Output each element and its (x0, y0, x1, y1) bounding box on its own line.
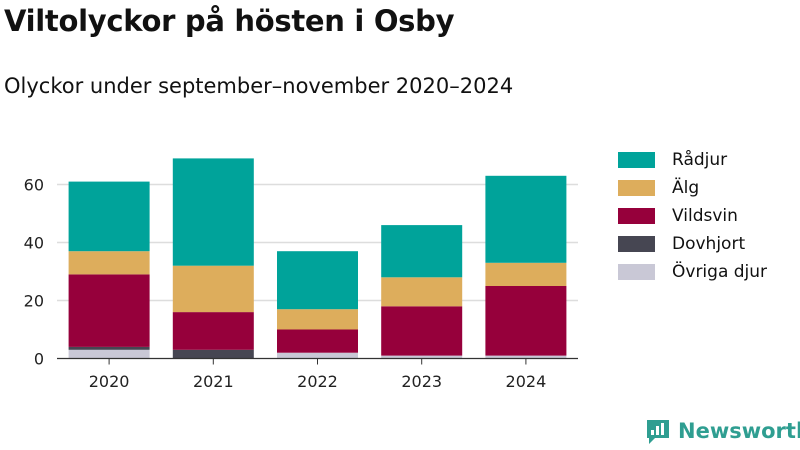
chart-legend: Rådjur Älg Vildsvin Dovhjort Övriga djur (618, 146, 767, 286)
y-tick-label: 20 (24, 292, 44, 311)
legend-label: Övriga djur (672, 262, 768, 282)
bar-segment (381, 355, 463, 359)
legend-swatch (618, 152, 655, 168)
bar-segment (277, 352, 358, 359)
bar-segment (381, 225, 463, 278)
bar-segment (381, 306, 463, 356)
y-tick-label: 40 (24, 234, 44, 253)
legend-swatch (618, 180, 655, 196)
bar-segment (485, 286, 567, 356)
y-tick-label: 60 (24, 176, 44, 195)
brand-logo: Newsworthy (645, 418, 800, 446)
x-tick-label: 2022 (297, 372, 338, 391)
bar-segment (485, 175, 567, 263)
legend-label: Rådjur (672, 150, 728, 170)
bar-segment (68, 251, 150, 275)
chart-title: Viltolyckor på hösten i Osby (4, 4, 455, 38)
bar-segment (68, 181, 150, 252)
bar-segment (172, 312, 254, 350)
legend-swatch (618, 236, 655, 252)
brand-name: Newsworthy (678, 418, 800, 443)
legend-item: Rådjur (618, 146, 767, 174)
bar-segment (485, 262, 567, 286)
legend-item: Älg (618, 174, 767, 202)
legend-label: Älg (672, 178, 700, 198)
legend-item: Dovhjort (618, 230, 767, 258)
y-tick-label: 0 (34, 350, 44, 369)
x-tick-label: 2024 (506, 372, 547, 391)
legend-item: Vildsvin (618, 202, 767, 230)
legend-label: Dovhjort (672, 234, 746, 254)
bar-segment (485, 355, 567, 359)
x-tick-label: 2020 (89, 372, 130, 391)
legend-swatch (618, 264, 655, 280)
newsworthy-logo-icon (647, 420, 669, 444)
bar-segment (172, 158, 254, 266)
legend-item: Övriga djur (618, 258, 767, 286)
x-tick-label: 2021 (193, 372, 234, 391)
bar-segment (172, 349, 254, 359)
bar-segment (68, 346, 150, 350)
x-tick-label: 2023 (401, 372, 442, 391)
bar-segment (172, 265, 254, 313)
legend-swatch (618, 208, 655, 224)
bar-segment (277, 329, 358, 353)
bar-segment (68, 274, 150, 347)
bar-segment (68, 349, 150, 359)
bar-segment (277, 309, 358, 330)
legend-label: Vildsvin (672, 206, 738, 226)
chart-subtitle: Olyckor under september–november 2020–20… (4, 74, 514, 98)
bar-segment (381, 277, 463, 307)
bar-segment (277, 251, 358, 310)
